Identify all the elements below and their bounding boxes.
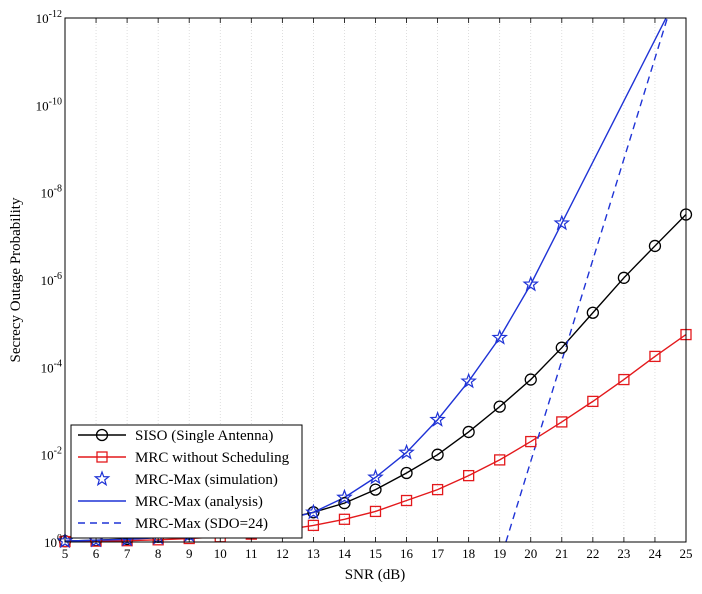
marker-siso [586, 306, 599, 319]
x-axis-label: SNR (dB) [345, 567, 405, 583]
y-axis-label: Secrecy Outage Probability [8, 197, 24, 362]
legend-marker-siso [95, 428, 109, 442]
y-tick-exponent: -8 [54, 184, 62, 195]
x-tick-label: 14 [338, 546, 352, 561]
x-tick-label: 7 [124, 546, 131, 561]
marker-siso [648, 239, 662, 253]
x-tick-label: 15 [369, 546, 382, 561]
series-line-mrc-max-sdo [505, 18, 669, 542]
marker-mrc-max-simulation [522, 275, 540, 292]
y-tick-base: 10 [36, 11, 49, 26]
marker-siso [338, 496, 351, 510]
marker-mrc-without-scheduling [649, 350, 661, 363]
y-tick-label: 10-6 [41, 271, 62, 288]
y-tick-base: 10 [41, 360, 54, 375]
x-tick-label: 18 [462, 546, 475, 561]
x-tick-label: 17 [431, 546, 445, 561]
y-tick-base: 10 [41, 186, 54, 201]
marker-siso [617, 271, 631, 284]
y-tick-exponent: 0 [57, 533, 62, 544]
x-tick-labels: 5 6 7 8 9 10 11 12 13 14 15 16 17 18 19 20 21 22 23 24 25 [62, 546, 693, 561]
x-tick-label: 20 [524, 546, 537, 561]
marker-mrc-max-simulation [367, 468, 384, 485]
x-tick-label: 22 [586, 546, 599, 561]
marker-mrc-without-scheduling [556, 416, 568, 428]
legend-label-mrc-max-simulation: MRC-Max (simulation) [135, 472, 278, 488]
x-tick-label: 16 [400, 546, 414, 561]
x-tick-label: 19 [493, 546, 506, 561]
marker-mrc-max-simulation [336, 488, 353, 505]
marker-siso [493, 400, 506, 413]
marker-mrc-max-simulation [429, 410, 446, 427]
marker-mrc-without-scheduling [525, 435, 537, 448]
y-tick-exponent: -10 [49, 96, 62, 107]
marker-mrc-max-simulation [491, 328, 509, 345]
y-tick-label: 10-8 [41, 184, 62, 201]
marker-mrc-without-scheduling [431, 483, 444, 496]
y-tick-exponent: -12 [49, 9, 62, 20]
x-tick-label: 25 [680, 546, 693, 561]
legend-marker-mrc-without-scheduling [96, 451, 108, 463]
marker-mrc-max-simulation [460, 372, 477, 389]
y-tick-label: 10-10 [36, 96, 62, 113]
marker-siso [462, 425, 475, 439]
y-tick-exponent: -2 [54, 446, 62, 457]
marker-mrc-without-scheduling [400, 494, 413, 507]
x-tick-label: 23 [617, 546, 630, 561]
legend-box [70, 424, 303, 539]
legend-label-mrc-max-sdo: MRC-Max (SDO=24) [135, 516, 268, 532]
marker-mrc-without-scheduling [494, 454, 506, 466]
marker-mrc-without-scheduling [462, 469, 475, 482]
x-tick-label: 10 [214, 546, 227, 561]
marker-siso [431, 448, 444, 461]
legend-label-mrc-without-scheduling: MRC without Scheduling [135, 450, 290, 466]
marker-mrc-without-scheduling [307, 519, 320, 532]
x-tick-label: 6 [93, 546, 100, 561]
marker-mrc-without-scheduling [369, 505, 382, 518]
x-tick-label: 21 [555, 546, 568, 561]
legend-label-siso: SISO (Single Antenna) [135, 428, 273, 444]
y-tick-base: 10 [41, 448, 54, 463]
x-tick-label: 24 [648, 546, 662, 561]
y-tick-base: 10 [36, 98, 49, 113]
marker-siso [524, 373, 537, 386]
marker-siso [369, 483, 382, 496]
y-tick-label: 100 [44, 533, 62, 550]
marker-mrc-max-simulation [398, 443, 415, 460]
legend: SISO (Single Antenna) MRC without Schedu… [70, 424, 303, 539]
y-tick-label: 10-2 [41, 446, 62, 463]
x-tick-label: 12 [276, 546, 289, 561]
y-tick-base: 10 [44, 535, 57, 550]
marker-mrc-max-simulation [305, 503, 322, 520]
marker-mrc-without-scheduling [618, 373, 630, 386]
series-line-mrc-without-scheduling [65, 334, 686, 542]
legend-label-mrc-max-analysis: MRC-Max (analysis) [135, 494, 263, 510]
x-tick-label: 8 [155, 546, 162, 561]
marker-mrc-max-simulation [56, 532, 74, 549]
x-tick-label: 9 [186, 546, 193, 561]
tick-marks [64, 18, 687, 542]
legend-symbols [78, 428, 126, 524]
legend-marker-mrc-max-simulation [93, 470, 111, 487]
marker-siso [400, 466, 413, 480]
y-tick-label: 10-4 [41, 358, 62, 375]
x-tick-label: 13 [307, 546, 320, 561]
marker-mrc-max-simulation [553, 214, 571, 231]
y-tick-base: 10 [41, 273, 54, 288]
y-tick-exponent: -6 [54, 271, 62, 282]
marker-mrc-without-scheduling [338, 513, 351, 525]
y-tick-label: 10-12 [36, 9, 62, 26]
marker-mrc-without-scheduling [587, 395, 599, 408]
x-tick-label: 11 [245, 546, 258, 561]
x-tick-label: 5 [62, 546, 69, 561]
y-tick-exponent: -4 [54, 358, 62, 369]
marker-siso [555, 341, 568, 354]
